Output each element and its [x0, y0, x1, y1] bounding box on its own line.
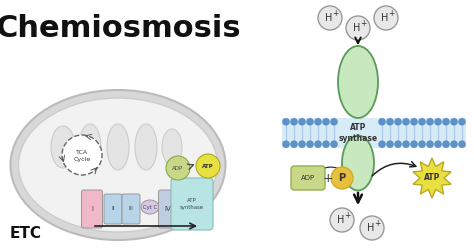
Text: H: H — [381, 13, 389, 23]
Circle shape — [166, 156, 190, 180]
Bar — [282, 118, 466, 148]
Ellipse shape — [342, 135, 374, 190]
Circle shape — [434, 140, 442, 148]
Circle shape — [306, 140, 314, 148]
Text: H: H — [337, 215, 345, 225]
Ellipse shape — [162, 129, 182, 165]
Text: ETC: ETC — [10, 225, 42, 241]
Circle shape — [314, 118, 322, 125]
Circle shape — [298, 140, 306, 148]
Circle shape — [418, 140, 426, 148]
Circle shape — [331, 167, 353, 189]
Circle shape — [62, 135, 102, 175]
Circle shape — [330, 118, 338, 125]
Circle shape — [378, 118, 386, 125]
FancyBboxPatch shape — [122, 194, 140, 224]
Text: II: II — [111, 207, 115, 212]
Circle shape — [418, 118, 426, 125]
Text: ATP: ATP — [424, 174, 440, 183]
Circle shape — [410, 118, 418, 125]
Circle shape — [282, 118, 290, 125]
Text: H: H — [367, 223, 374, 233]
Ellipse shape — [135, 124, 157, 170]
Circle shape — [442, 118, 450, 125]
Circle shape — [450, 140, 458, 148]
Text: ADP: ADP — [301, 175, 315, 181]
Circle shape — [458, 140, 466, 148]
Circle shape — [434, 118, 442, 125]
Ellipse shape — [79, 124, 101, 170]
Polygon shape — [413, 158, 451, 198]
Circle shape — [394, 140, 402, 148]
Text: ATP: ATP — [202, 163, 214, 168]
Text: +: + — [374, 219, 380, 228]
Text: +: + — [344, 212, 350, 220]
Circle shape — [298, 118, 306, 125]
Text: TCA: TCA — [76, 150, 88, 155]
Text: H: H — [325, 13, 333, 23]
Ellipse shape — [51, 126, 75, 168]
Text: Cycle: Cycle — [73, 157, 91, 162]
Text: +: + — [332, 9, 338, 19]
Circle shape — [196, 154, 220, 178]
Circle shape — [378, 140, 386, 148]
Text: I: I — [91, 206, 93, 212]
Circle shape — [402, 140, 410, 148]
Text: ATP
synthase: ATP synthase — [338, 123, 378, 143]
Text: P: P — [338, 173, 346, 183]
Ellipse shape — [18, 98, 218, 232]
Circle shape — [314, 140, 322, 148]
Circle shape — [394, 118, 402, 125]
Circle shape — [346, 16, 370, 40]
FancyBboxPatch shape — [158, 190, 177, 228]
Circle shape — [318, 6, 342, 30]
Circle shape — [306, 118, 314, 125]
Circle shape — [322, 118, 330, 125]
Text: III: III — [128, 207, 134, 212]
Text: +: + — [388, 9, 394, 19]
FancyBboxPatch shape — [104, 194, 122, 224]
Text: +: + — [323, 172, 333, 185]
FancyBboxPatch shape — [171, 178, 213, 230]
Ellipse shape — [338, 46, 378, 118]
Text: ADP: ADP — [173, 165, 183, 171]
Text: H: H — [353, 23, 361, 33]
Circle shape — [360, 216, 384, 240]
Circle shape — [290, 118, 298, 125]
Text: +: + — [360, 20, 366, 29]
FancyBboxPatch shape — [82, 190, 102, 228]
Circle shape — [282, 140, 290, 148]
Circle shape — [290, 140, 298, 148]
Text: ATP
synthase: ATP synthase — [180, 198, 204, 210]
Text: Chemiosmosis: Chemiosmosis — [0, 14, 241, 43]
Ellipse shape — [10, 90, 226, 240]
Circle shape — [386, 140, 394, 148]
Circle shape — [330, 140, 338, 148]
Text: Cyt C: Cyt C — [143, 205, 157, 210]
Circle shape — [322, 140, 330, 148]
Circle shape — [450, 118, 458, 125]
Circle shape — [374, 6, 398, 30]
Text: IV: IV — [164, 206, 172, 212]
Circle shape — [426, 140, 434, 148]
Circle shape — [410, 140, 418, 148]
Circle shape — [458, 118, 466, 125]
Circle shape — [386, 118, 394, 125]
Circle shape — [442, 140, 450, 148]
Ellipse shape — [107, 124, 129, 170]
Circle shape — [330, 208, 354, 232]
Ellipse shape — [141, 200, 159, 214]
FancyBboxPatch shape — [291, 166, 325, 190]
Circle shape — [402, 118, 410, 125]
Circle shape — [426, 118, 434, 125]
